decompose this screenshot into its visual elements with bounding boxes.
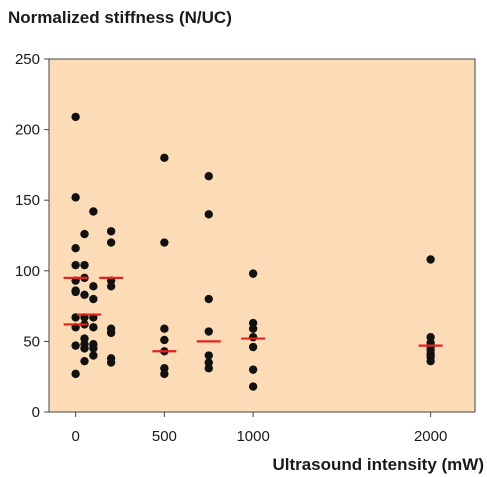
y-axis-title: Normalized stiffness (N/UC)	[8, 8, 232, 27]
data-point	[248, 332, 258, 342]
x-axis-title: Ultrasound intensity (mW)	[272, 455, 484, 474]
y-tick-label: 100	[15, 263, 40, 280]
data-point	[80, 260, 89, 270]
data-point	[80, 344, 89, 353]
data-point	[160, 369, 169, 379]
x-tick-label: 2000	[414, 428, 447, 445]
data-point	[89, 294, 98, 304]
x-axis: 0 500 1000 2000	[71, 412, 447, 445]
data-point	[248, 342, 258, 352]
data-point	[89, 344, 98, 353]
data-point	[160, 153, 169, 163]
data-point	[160, 238, 169, 247]
data-point	[80, 290, 89, 300]
y-tick-label: 200	[15, 122, 40, 139]
data-point	[204, 351, 213, 360]
data-point	[204, 294, 213, 304]
y-axis: 0 50 100 150 200 250	[15, 51, 49, 421]
data-point	[80, 229, 89, 239]
data-point	[248, 365, 258, 374]
data-point	[106, 282, 116, 291]
data-point	[106, 227, 116, 236]
data-point	[89, 282, 98, 291]
data-point	[71, 244, 80, 253]
data-point	[248, 382, 258, 391]
data-point	[71, 193, 80, 202]
x-tick-label: 0	[71, 428, 79, 445]
data-point	[160, 335, 169, 345]
x-tick-label: 500	[152, 428, 177, 445]
data-point	[248, 324, 258, 333]
data-point	[106, 238, 116, 247]
data-point	[160, 324, 169, 333]
data-point	[71, 369, 80, 379]
data-point	[89, 351, 98, 360]
data-points	[71, 112, 435, 391]
data-point	[80, 356, 89, 366]
y-tick-label: 150	[15, 192, 40, 209]
y-tick-label: 250	[15, 51, 40, 68]
data-point	[426, 356, 435, 366]
data-point	[204, 364, 213, 373]
data-point	[106, 328, 116, 338]
data-point	[89, 323, 98, 332]
x-tick-label: 1000	[236, 428, 269, 445]
median-lines	[63, 276, 443, 353]
data-point	[426, 255, 435, 264]
data-point	[204, 327, 213, 336]
data-point	[204, 171, 213, 181]
data-point	[71, 112, 80, 122]
data-point	[71, 260, 80, 270]
y-tick-label: 0	[32, 404, 40, 421]
data-point	[248, 269, 258, 278]
data-point	[71, 287, 80, 297]
plot-area	[48, 58, 476, 413]
data-point	[204, 210, 213, 219]
data-point	[89, 207, 98, 216]
data-point	[71, 341, 80, 350]
data-point	[106, 358, 116, 367]
y-tick-label: 50	[23, 333, 40, 350]
